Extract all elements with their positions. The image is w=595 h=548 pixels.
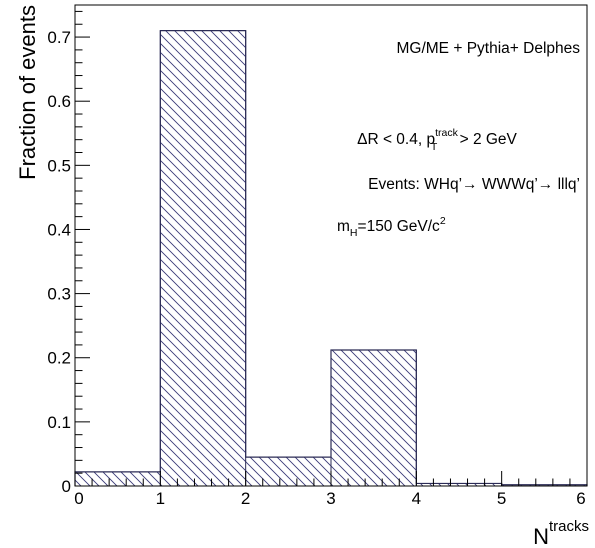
x-tick-label: 2 xyxy=(241,489,250,508)
y-axis-ticks: 0 0.1 0.2 0.3 0.4 0.5 0.6 0.7 xyxy=(47,10,90,496)
histogram-bars xyxy=(74,30,588,487)
y-tick-label: 0.4 xyxy=(47,220,71,239)
higgs-mass-annotation: mH=150 GeV/c2 xyxy=(337,215,446,239)
y-tick-label: 0.1 xyxy=(47,413,71,432)
histogram-bar xyxy=(501,484,587,486)
histogram-bar xyxy=(75,471,161,486)
histogram-bar xyxy=(160,30,246,487)
y-tick-label: 0.3 xyxy=(47,285,71,304)
histogram-bar xyxy=(245,457,331,486)
y-axis-title: Fraction of events xyxy=(15,5,40,180)
y-tick-label: 0.6 xyxy=(47,92,71,111)
x-tick-label: 0 xyxy=(74,489,83,508)
track-cut-annotation: ΔR < 0.4, ptrack T > 2 GeV xyxy=(357,127,517,153)
histogram-bar xyxy=(416,483,502,486)
y-tick-label: 0 xyxy=(62,477,71,496)
y-tick-label: 0.7 xyxy=(47,28,71,47)
x-tick-label: 6 xyxy=(576,489,585,508)
x-axis-title: Ntracks xyxy=(533,518,589,548)
events-annotation: Events: WHq’→ WWWq’→ lllq’ xyxy=(368,176,580,193)
plot-frame xyxy=(74,4,588,487)
generator-annotation: MG/ME + Pythia+ Delphes xyxy=(397,40,581,57)
y-tick-label: 0.5 xyxy=(47,156,71,175)
x-tick-label: 5 xyxy=(497,489,506,508)
histogram-bar xyxy=(331,350,417,486)
x-tick-label: 4 xyxy=(412,489,421,508)
y-tick-label: 0.2 xyxy=(47,349,71,368)
x-tick-label: 1 xyxy=(156,489,165,508)
x-tick-label: 3 xyxy=(326,489,335,508)
